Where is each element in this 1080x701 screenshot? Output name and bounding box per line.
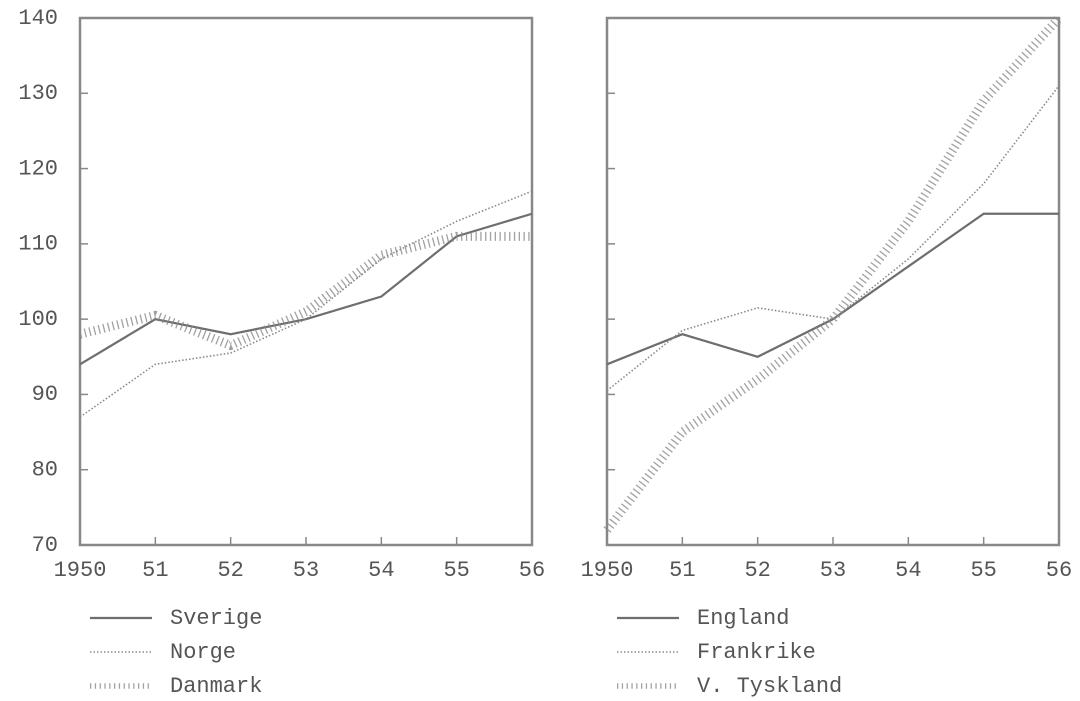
x-tick-label: 54 [368,558,394,583]
x-tick-label: 55 [443,558,469,583]
x-tick-label: 1950 [581,558,634,583]
legend-label: Danmark [170,674,262,699]
plot-frame [78,16,534,547]
x-tick-label: 52 [744,558,770,583]
y-tick-label: 90 [32,382,58,407]
x-tick-label: 55 [970,558,996,583]
series-line [79,190,533,418]
y-tick-label: 110 [18,232,58,257]
legend-label: England [697,606,789,631]
series-line [606,212,1059,366]
series-line [78,231,532,351]
x-tick-label: 51 [669,558,695,583]
legend-label: V. Tyskland [697,674,842,699]
y-tick-label: 100 [18,307,58,332]
legend-label: Frankrike [697,640,816,665]
legend-label: Sverige [170,606,262,631]
x-tick-label: 52 [217,558,243,583]
x-tick-label: 53 [293,558,319,583]
x-tick-label: 54 [895,558,921,583]
y-tick-label: 80 [32,458,58,483]
y-tick-label: 130 [18,81,58,106]
x-tick-label: 56 [519,558,545,583]
x-tick-label: 56 [1046,558,1072,583]
x-tick-label: 51 [142,558,168,583]
plot-frame [605,16,1061,547]
series-line [606,85,1060,392]
y-tick-label: 70 [32,533,58,558]
x-tick-label: 53 [820,558,846,583]
y-tick-label: 120 [18,156,58,181]
series-line [603,14,1063,533]
series-line [79,212,533,366]
legend-label: Norge [170,640,236,665]
y-tick-label: 140 [18,6,58,31]
x-tick-label: 1950 [54,558,107,583]
